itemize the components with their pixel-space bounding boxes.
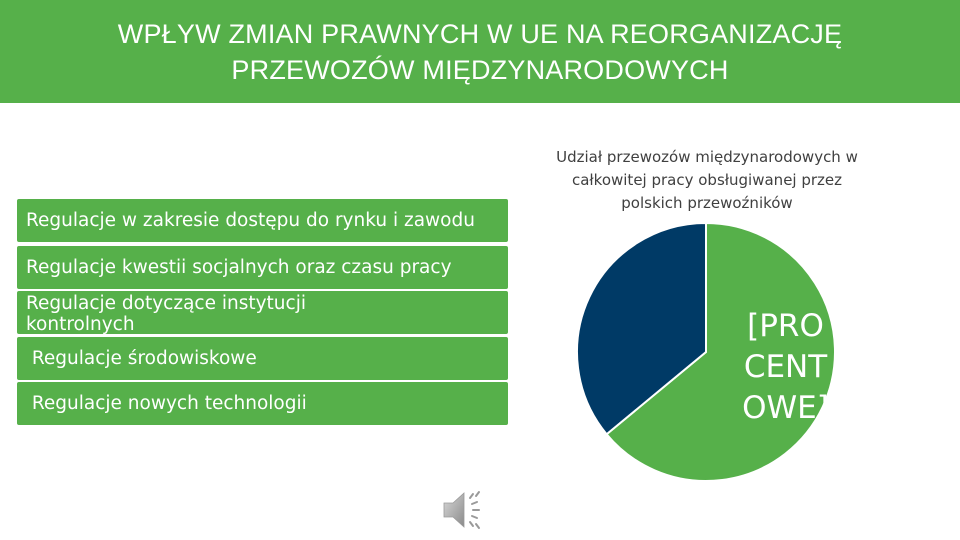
chart-title: Udział przewozów międzynarodowych w całk…	[556, 148, 858, 212]
list-item-label: Regulacje środowiskowe	[26, 347, 257, 369]
speaker-icon[interactable]	[440, 488, 492, 532]
list-item-label: Regulacje w zakresie dostępu do rynku i …	[26, 209, 475, 231]
slide-header: WPŁYW ZMIAN PRAWNYCH W UE NA REORGANIZAC…	[0, 0, 960, 103]
list-item-label: Regulacje nowych technologii	[26, 392, 307, 414]
list-item-social-regulations: Regulacje kwestii socjalnych oraz czasu …	[17, 246, 508, 289]
slide-title-line-2: PRZEWOZÓW MIĘDZYNARODOWYCH	[231, 54, 729, 85]
pie-slice-1	[576, 221, 707, 436]
pie-slice-label: [PROCENTOWE]	[742, 308, 829, 426]
list-item-new-technologies: Regulacje nowych technologii	[17, 382, 508, 425]
list-item-environmental: Regulacje środowiskowe	[17, 337, 508, 380]
list-item-control-institutions: Regulacje dotyczące instytucji kontrolny…	[17, 291, 508, 334]
list-item-label: Regulacje kwestii socjalnych oraz czasu …	[26, 256, 452, 278]
list-item-label-line-2: kontrolnych	[26, 313, 135, 335]
list-item-label-line-1: Regulacje dotyczące instytucji	[26, 292, 306, 314]
slide-title-line-1: WPŁYW ZMIAN PRAWNYCH W UE NA REORGANIZAC…	[117, 18, 843, 49]
list-item-market-access: Regulacje w zakresie dostępu do rynku i …	[17, 199, 508, 242]
